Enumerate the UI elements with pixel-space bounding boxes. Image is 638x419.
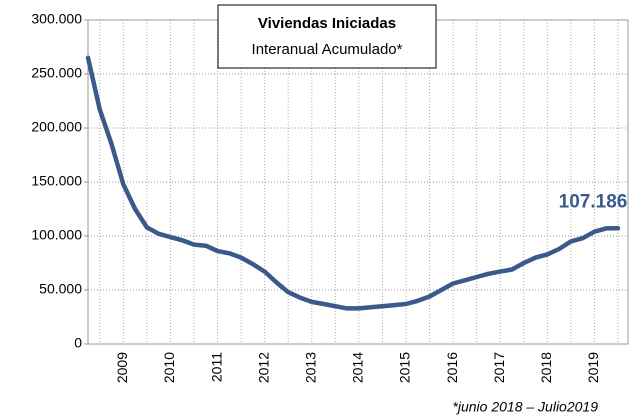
y-tick-label: 100.000 — [31, 227, 82, 243]
x-tick-label: 2015 — [397, 352, 413, 383]
chart-subtitle: Interanual Acumulado* — [252, 41, 403, 58]
x-tick-label: 2016 — [444, 352, 460, 383]
y-tick-label: 300.000 — [31, 11, 82, 27]
x-tick-label: 2011 — [208, 352, 224, 382]
x-tick-label: 2010 — [161, 352, 177, 383]
data-label: 107.186 — [559, 191, 628, 212]
footnote: *junio 2018 – Julio2019 — [452, 399, 598, 415]
x-tick-label: 2018 — [538, 352, 554, 383]
x-tick-label: 2009 — [114, 352, 130, 383]
y-tick-label: 0 — [74, 335, 82, 351]
y-tick-label: 150.000 — [31, 173, 82, 189]
x-tick-label: 2017 — [491, 352, 507, 383]
y-tick-label: 250.000 — [31, 65, 82, 81]
chart-title: Viviendas Iniciadas — [258, 15, 396, 32]
y-tick-label: 50.000 — [39, 281, 82, 297]
x-tick-label: 2014 — [350, 352, 366, 383]
y-tick-label: 200.000 — [31, 119, 82, 135]
x-tick-label: 2019 — [585, 352, 601, 383]
data-line — [85, 55, 621, 311]
x-tick-label: 2012 — [255, 352, 271, 383]
title-box — [217, 4, 437, 69]
x-tick-label: 2013 — [302, 352, 318, 383]
